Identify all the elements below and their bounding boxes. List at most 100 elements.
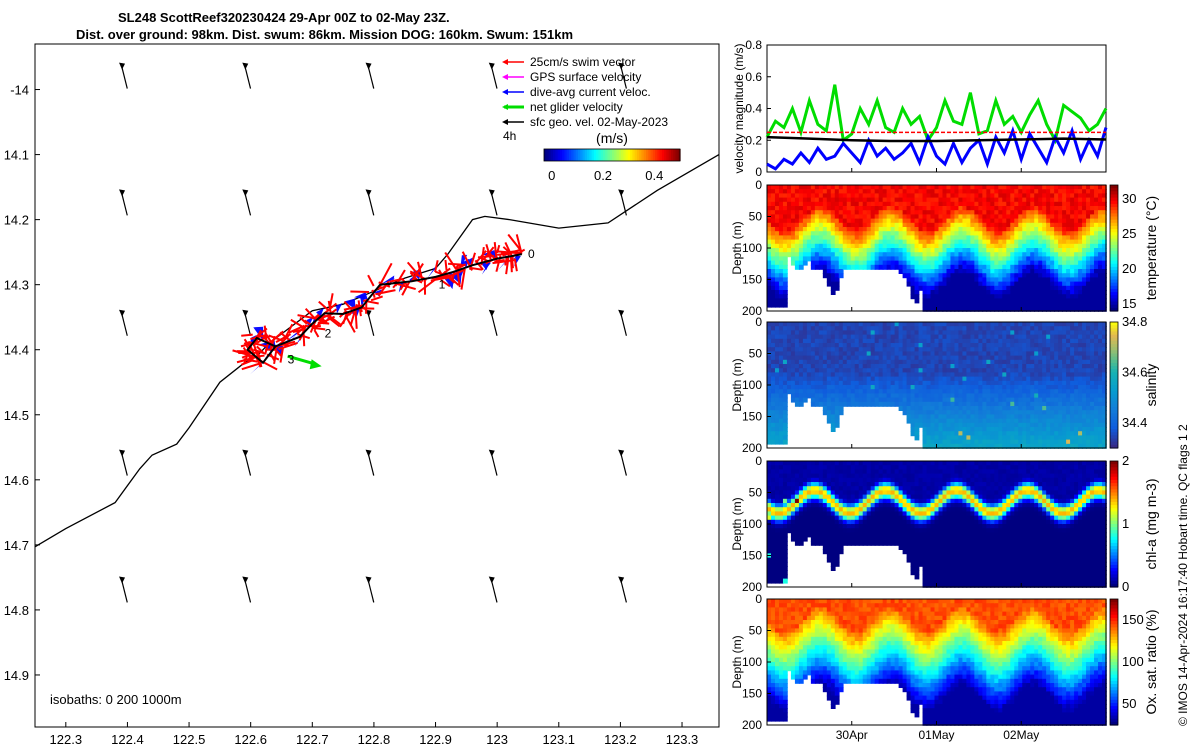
section-cell bbox=[990, 256, 996, 262]
section-cell bbox=[866, 330, 872, 336]
section-cell bbox=[1058, 285, 1063, 291]
section-cell bbox=[946, 422, 952, 428]
section-cell bbox=[934, 218, 940, 224]
section-cell bbox=[770, 326, 776, 332]
section-cell bbox=[1074, 326, 1079, 332]
section-cell bbox=[834, 418, 840, 424]
section-cell bbox=[1002, 364, 1008, 369]
section-cell bbox=[790, 389, 796, 395]
section-cell bbox=[998, 334, 1004, 340]
section-cell bbox=[1002, 322, 1008, 327]
section-cell bbox=[1018, 330, 1024, 336]
section-cell bbox=[998, 435, 1004, 441]
section-cell bbox=[1014, 364, 1020, 369]
section-cell bbox=[1042, 277, 1047, 283]
section-cell bbox=[782, 368, 788, 374]
section-cell bbox=[898, 359, 904, 365]
section-cell bbox=[1030, 338, 1036, 344]
section-cell bbox=[1006, 334, 1012, 340]
section-cell bbox=[898, 397, 904, 403]
section-cell bbox=[782, 439, 788, 445]
section-cell bbox=[1102, 231, 1107, 237]
section-cell bbox=[782, 294, 788, 300]
section-cell bbox=[954, 214, 960, 220]
map-y-tick-label: 14.4 bbox=[4, 343, 29, 358]
section-cell bbox=[1062, 201, 1067, 207]
section-cell bbox=[914, 193, 920, 199]
section-cell bbox=[1042, 306, 1047, 312]
section-cell bbox=[926, 222, 932, 228]
section-cell bbox=[938, 206, 944, 211]
section-cell bbox=[810, 326, 816, 332]
section-cell bbox=[1022, 397, 1028, 403]
section-cell bbox=[926, 376, 932, 382]
section-cell bbox=[1070, 273, 1075, 279]
section-cell bbox=[1082, 285, 1087, 291]
section-cell bbox=[958, 435, 964, 441]
section-cell bbox=[1070, 443, 1075, 449]
section-cell bbox=[1046, 338, 1051, 344]
section-cell bbox=[842, 243, 848, 249]
section-cell bbox=[986, 243, 992, 249]
section-cell bbox=[790, 231, 796, 237]
section-cell bbox=[938, 239, 944, 245]
section-cell bbox=[986, 256, 992, 262]
section-cell bbox=[866, 222, 872, 228]
section-cell bbox=[874, 210, 880, 216]
section-cell bbox=[858, 248, 864, 253]
section-cell bbox=[890, 201, 896, 207]
section-cell bbox=[966, 372, 972, 378]
section-cell bbox=[1074, 389, 1079, 395]
section-cell bbox=[1062, 338, 1067, 344]
section-cell bbox=[1042, 260, 1047, 266]
section-cell bbox=[910, 197, 916, 203]
section-cell bbox=[830, 290, 836, 295]
section-cell bbox=[1102, 252, 1107, 258]
section-cell bbox=[874, 376, 880, 382]
section-cell bbox=[774, 389, 780, 395]
section-cell bbox=[798, 227, 804, 232]
section-cell bbox=[974, 277, 980, 283]
section-cell bbox=[882, 235, 888, 241]
legend-net-head bbox=[502, 104, 508, 110]
section-cell bbox=[942, 343, 948, 348]
section-cell bbox=[1030, 290, 1036, 295]
section-cell bbox=[1086, 355, 1091, 361]
section-cell bbox=[830, 414, 836, 420]
section-cell bbox=[834, 347, 840, 353]
section-cell bbox=[910, 231, 916, 237]
map-colorbar-cell bbox=[600, 149, 604, 161]
section-cell bbox=[1042, 197, 1047, 203]
section-cell bbox=[834, 248, 840, 253]
section-cell bbox=[1078, 252, 1083, 258]
section-cell bbox=[926, 414, 932, 420]
section-cell bbox=[1030, 298, 1036, 304]
section-cell bbox=[1078, 201, 1083, 207]
section-cell bbox=[1062, 334, 1067, 340]
section-cell bbox=[926, 189, 932, 195]
section-cell bbox=[882, 227, 888, 232]
current-arrow bbox=[119, 189, 128, 216]
section-cell bbox=[814, 235, 820, 241]
section-cell bbox=[1062, 256, 1067, 262]
map-colorbar-cell bbox=[670, 149, 674, 161]
section-cell bbox=[770, 372, 776, 378]
section-cell bbox=[1074, 435, 1079, 441]
map-colorbar-cell bbox=[609, 149, 613, 161]
section-cell bbox=[1066, 355, 1071, 361]
section-cell bbox=[998, 380, 1004, 386]
section-cell bbox=[1058, 376, 1063, 382]
swim-vector bbox=[299, 316, 308, 325]
section-cell bbox=[1062, 435, 1067, 441]
swim-vector bbox=[430, 276, 447, 282]
section-cell bbox=[918, 248, 924, 253]
section-cell bbox=[938, 343, 944, 348]
section-cell bbox=[938, 306, 944, 312]
section-cell bbox=[998, 418, 1004, 424]
section-cell bbox=[942, 422, 948, 428]
section-cell bbox=[970, 330, 976, 336]
section-cell bbox=[878, 389, 884, 395]
section-cell bbox=[954, 256, 960, 262]
section-cell bbox=[1030, 210, 1036, 216]
section-cell bbox=[767, 355, 772, 361]
